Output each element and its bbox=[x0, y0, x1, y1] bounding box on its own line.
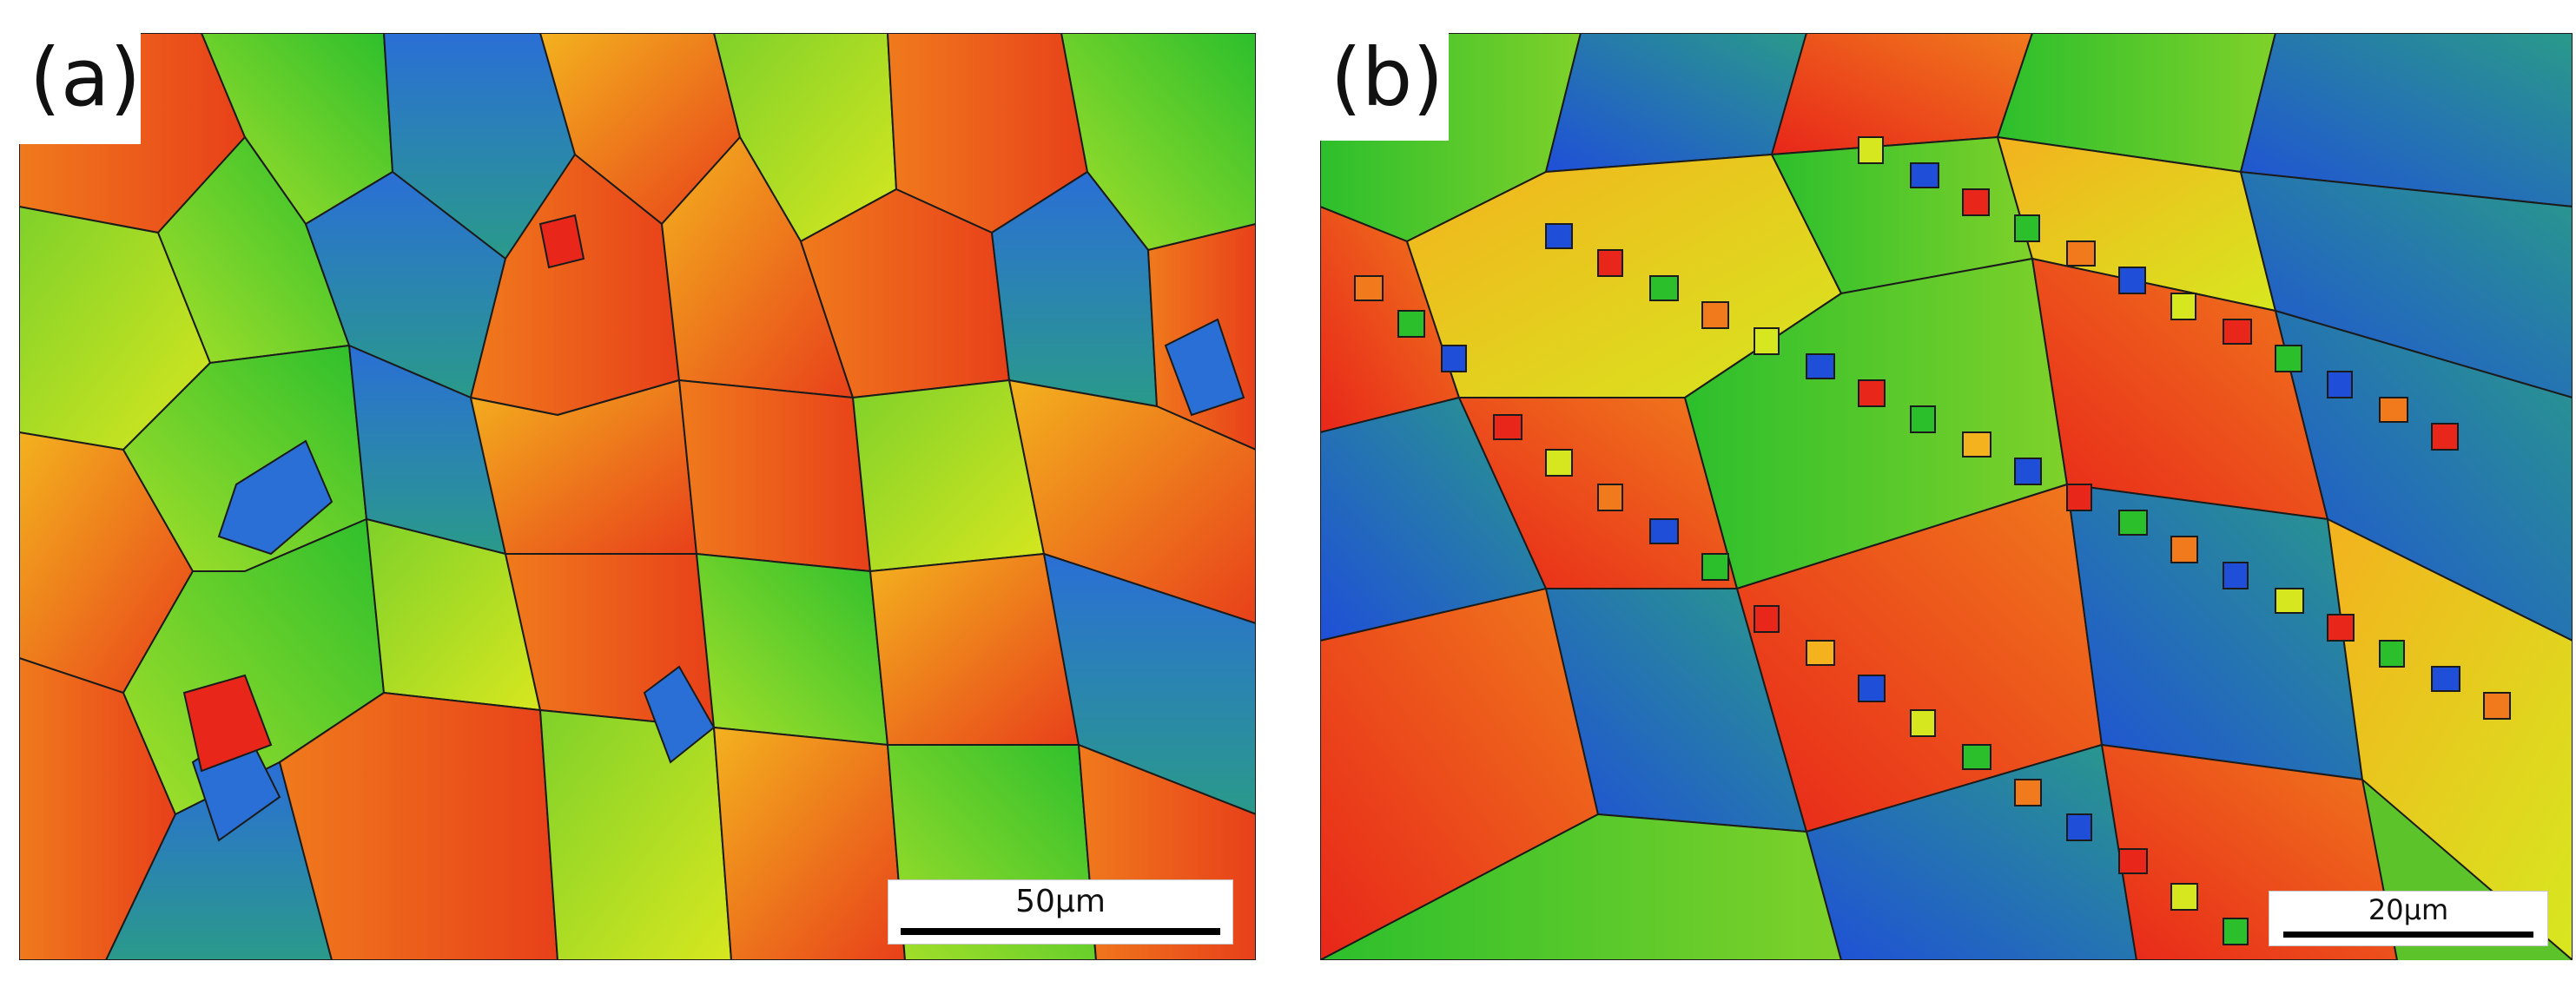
panel-b-scale-bar-box: 20μm bbox=[2269, 891, 2548, 946]
panel-a-scale-bar-box: 50μm bbox=[888, 879, 1233, 945]
panel-b-scale-bar-text: 20μm bbox=[2368, 893, 2449, 926]
panel-b-label: (b) bbox=[1331, 33, 1444, 124]
panel-a-scale-bar-text: 50μm bbox=[1015, 884, 1106, 919]
ebsd-map-panel-b: (b) 20μm bbox=[1320, 33, 2573, 960]
ebsd-map-b-image bbox=[1320, 33, 2573, 960]
panel-b-scale-bar bbox=[2283, 932, 2533, 938]
ebsd-map-a-image bbox=[19, 33, 1256, 960]
panel-b-label-box: (b) bbox=[1320, 33, 1449, 141]
panel-a-label: (a) bbox=[30, 33, 142, 124]
panel-a-label-box: (a) bbox=[19, 33, 141, 144]
panel-a-scale-bar bbox=[901, 928, 1220, 935]
ebsd-map-panel-a: (a) 50μm bbox=[19, 33, 1256, 960]
